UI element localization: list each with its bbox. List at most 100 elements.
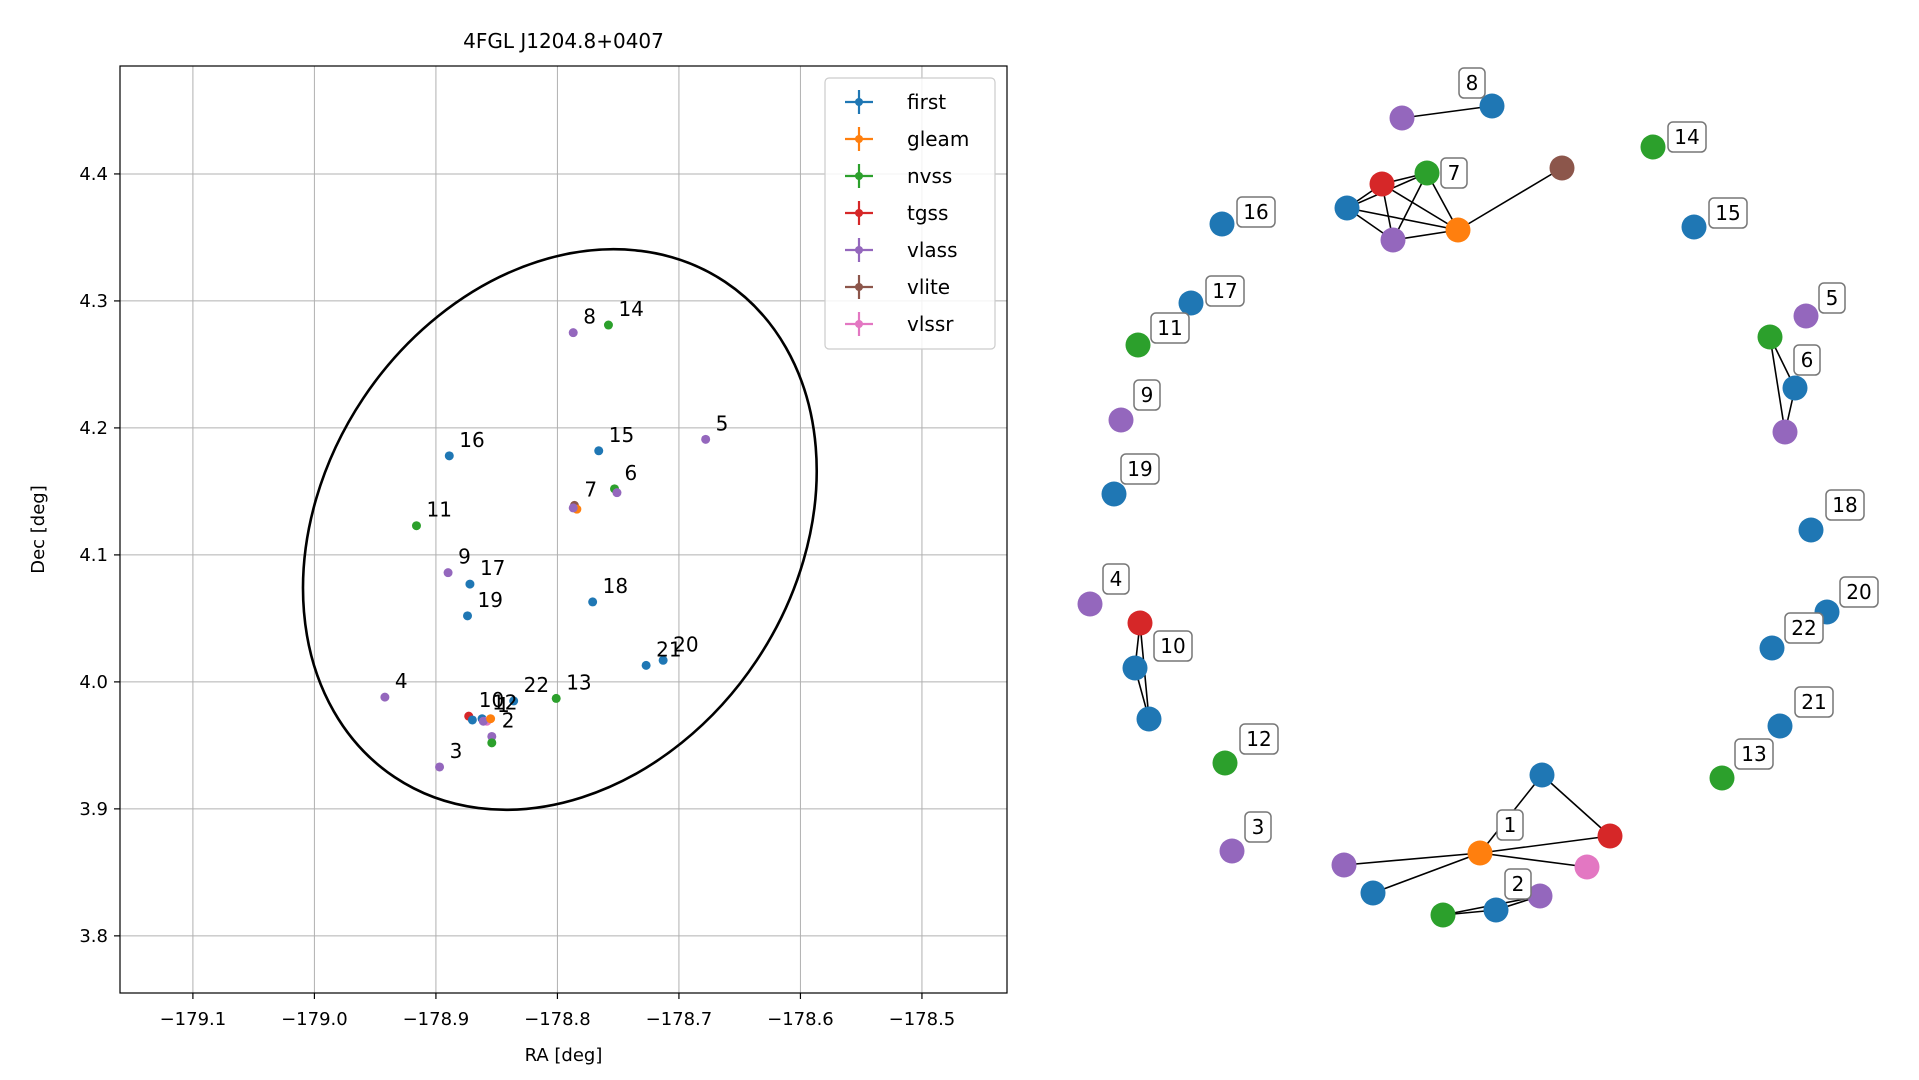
legend-label: first [907, 90, 946, 114]
legend-marker-dot [855, 246, 863, 254]
legend-entry-nvss: nvss [845, 164, 952, 188]
network-node-first [1759, 635, 1785, 661]
network-edge [1343, 852, 1481, 866]
point-label: 13 [566, 670, 591, 694]
x-tick-label: −179.1 [160, 1009, 227, 1030]
network-node-gleam [1467, 840, 1493, 866]
network-node-label: 19 [1120, 453, 1160, 485]
y-tick-label: 4.0 [79, 672, 108, 693]
network-node-label: 2 [1504, 868, 1532, 900]
point-label: 2 [502, 708, 515, 732]
network-node-first [1178, 290, 1204, 316]
y-tick-label: 3.9 [79, 799, 108, 820]
node-label-text: 3 [1252, 815, 1265, 839]
point-label: 20 [673, 632, 698, 656]
network-edge [1381, 183, 1459, 231]
network-edge [1479, 835, 1611, 854]
node-label-text: 2 [1512, 872, 1525, 896]
network-node-label: 17 [1205, 275, 1245, 307]
network-node-nvss [1414, 160, 1440, 186]
scatter-point-first [658, 655, 668, 665]
network-node-first [1136, 706, 1162, 732]
network-node-first [1483, 897, 1509, 923]
network-node-label: 10 [1153, 630, 1193, 662]
point-label: 16 [459, 428, 484, 452]
point-label: 17 [480, 556, 505, 580]
node-label-box [1102, 563, 1130, 595]
legend-marker-dot [855, 172, 863, 180]
network-node-tgss [1127, 610, 1153, 636]
network-node-first [1681, 214, 1707, 240]
point-label: 22 [524, 673, 549, 697]
point-label: 9 [458, 545, 471, 569]
network-node-first [1360, 880, 1386, 906]
node-label-text: 20 [1846, 580, 1871, 604]
network-node-label: 15 [1708, 197, 1748, 229]
legend-marker-dot [855, 209, 863, 217]
node-label-text: 13 [1741, 742, 1766, 766]
legend-label: vlite [907, 275, 950, 299]
node-label-box [1153, 630, 1193, 662]
network-node-vlite [1549, 155, 1575, 181]
network-edge [1401, 105, 1493, 119]
legend-box [824, 77, 996, 350]
scatter-point-vlass [568, 328, 578, 338]
association-ellipse [301, 247, 818, 812]
node-label-text: 17 [1212, 279, 1237, 303]
point-label: 7 [584, 477, 597, 501]
network-node-first [1767, 713, 1793, 739]
network-node-label: 16 [1236, 196, 1276, 228]
network-nodes [1077, 93, 1840, 928]
node-label-box [1734, 738, 1774, 770]
network-node-vlass [1108, 407, 1134, 433]
node-label-box [1708, 197, 1748, 229]
network-node-gleam [1445, 217, 1471, 243]
scatter-point-first [641, 660, 651, 670]
network-node-label: 20 [1839, 576, 1879, 608]
node-label-text: 8 [1466, 71, 1479, 95]
scatter-point-first [463, 611, 473, 621]
network-node-label: 13 [1734, 738, 1774, 770]
scatter-point-first [467, 715, 477, 725]
scatter-point-first [509, 696, 519, 706]
network-node-tgss [1369, 171, 1395, 197]
point-label: 14 [618, 297, 643, 321]
network-node-vlssr [1574, 854, 1600, 880]
legend-entry-first: first [845, 90, 946, 114]
network-node-vlass [1772, 419, 1798, 445]
point-label: 6 [625, 461, 638, 485]
legend-entry-vlass: vlass [845, 238, 958, 262]
node-label-text: 16 [1243, 200, 1268, 224]
legend-entry-gleam: gleam [845, 127, 969, 151]
network-edge [1457, 167, 1563, 231]
legend-entry-vlite: vlite [845, 275, 950, 299]
scatter-point-nvss [411, 521, 421, 531]
y-tick-label: 4.1 [79, 545, 108, 566]
node-label-text: 10 [1160, 634, 1185, 658]
legend-entry-tgss: tgss [845, 201, 948, 225]
network-node-first [1798, 517, 1824, 543]
node-label-box [1120, 453, 1160, 485]
node-label-box [1205, 275, 1245, 307]
network-node-label: 18 [1825, 489, 1865, 521]
x-tick-label: −178.7 [646, 1009, 713, 1030]
node-label-box [1440, 157, 1468, 189]
node-label-text: 18 [1832, 493, 1857, 517]
network-node-first [1101, 481, 1127, 507]
network-node-first [1782, 375, 1808, 401]
node-label-box [1825, 489, 1865, 521]
network-node-label: 11 [1150, 312, 1190, 344]
node-label-text: 19 [1127, 457, 1152, 481]
legend-entry-vlssr: vlssr [845, 312, 954, 336]
scatter-point-vlass [487, 731, 497, 741]
node-label-box [1150, 312, 1190, 344]
node-label-box [1818, 282, 1846, 314]
scatter-point-first [588, 597, 598, 607]
network-node-vlass [1219, 838, 1245, 864]
axes-frame [119, 65, 1008, 994]
y-tick-label: 3.8 [79, 926, 108, 947]
